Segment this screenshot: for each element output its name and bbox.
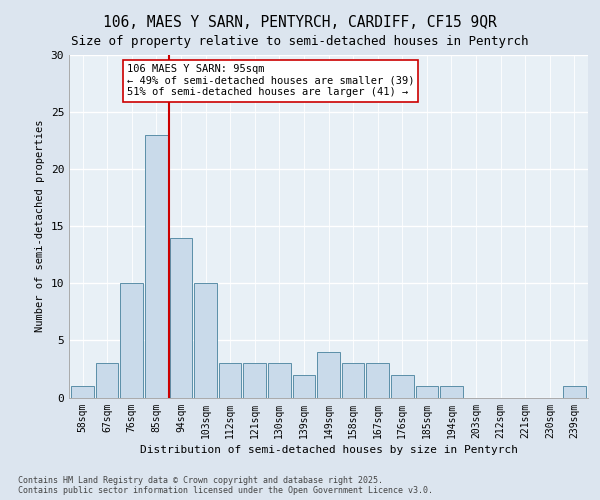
Bar [121, 284, 143, 398]
Bar [440, 386, 463, 398]
Bar [244, 363, 266, 398]
Y-axis label: Number of semi-detached properties: Number of semi-detached properties [35, 120, 45, 332]
Bar [219, 363, 241, 398]
Bar [71, 386, 94, 398]
Bar [317, 352, 340, 398]
X-axis label: Distribution of semi-detached houses by size in Pentyrch: Distribution of semi-detached houses by … [139, 444, 517, 454]
Text: Size of property relative to semi-detached houses in Pentyrch: Size of property relative to semi-detach… [71, 35, 529, 48]
Text: 106 MAES Y SARN: 95sqm
← 49% of semi-detached houses are smaller (39)
51% of sem: 106 MAES Y SARN: 95sqm ← 49% of semi-det… [127, 64, 415, 98]
Bar [367, 363, 389, 398]
Bar [268, 363, 290, 398]
Bar [96, 363, 118, 398]
Bar [194, 284, 217, 398]
Bar [391, 374, 413, 398]
Bar [170, 238, 192, 398]
Text: 106, MAES Y SARN, PENTYRCH, CARDIFF, CF15 9QR: 106, MAES Y SARN, PENTYRCH, CARDIFF, CF1… [103, 15, 497, 30]
Bar [293, 374, 315, 398]
Bar [563, 386, 586, 398]
Bar [342, 363, 364, 398]
Bar [416, 386, 438, 398]
Bar [145, 135, 167, 398]
Text: Contains HM Land Registry data © Crown copyright and database right 2025.
Contai: Contains HM Land Registry data © Crown c… [18, 476, 433, 495]
